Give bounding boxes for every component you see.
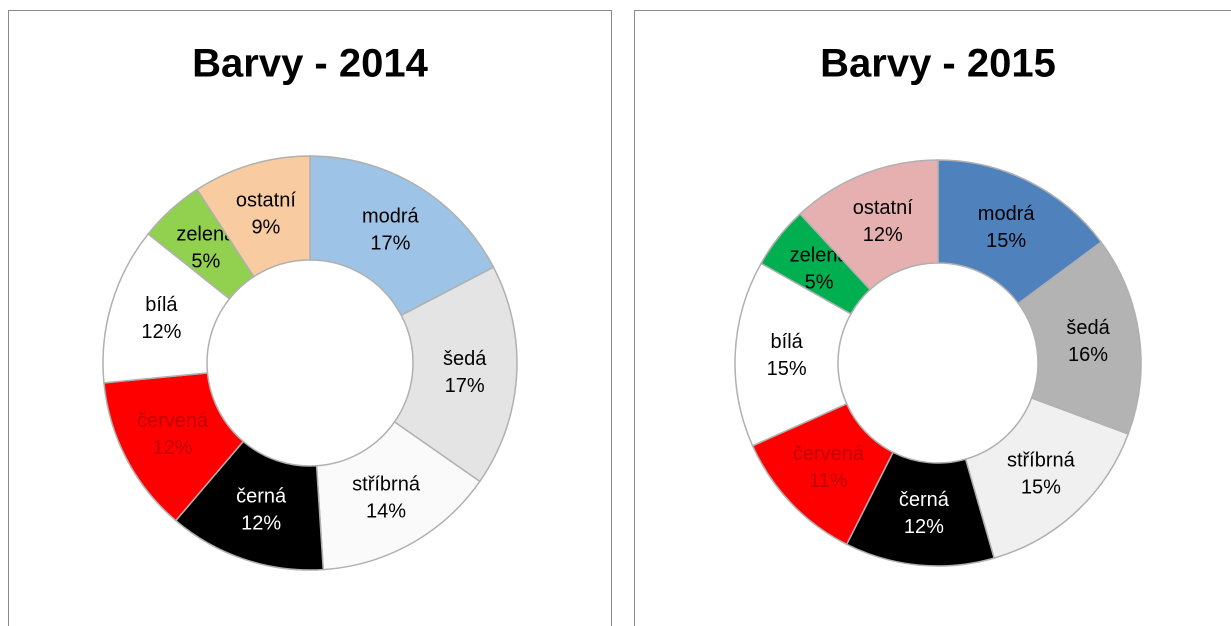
slice-value-label: 16% — [1068, 344, 1108, 366]
slice-category-label: červená — [793, 443, 865, 465]
slice-value-label: 5% — [805, 271, 834, 293]
slice-value-label: 9% — [251, 217, 280, 239]
donut-slice — [393, 266, 518, 483]
slice-value-label: 15% — [986, 230, 1026, 252]
slice-category-label: ostatní — [236, 190, 296, 212]
slice-value-label: 17% — [445, 375, 485, 397]
slice-category-label: černá — [899, 489, 950, 511]
slice-category-label: šedá — [443, 348, 487, 370]
donut-slice — [1017, 241, 1142, 436]
slice-value-label: 12% — [863, 224, 903, 246]
donut-slice — [309, 155, 495, 317]
slice-value-label: 15% — [767, 358, 807, 380]
slice-value-label: 14% — [366, 500, 406, 522]
slice-category-label: ostatní — [853, 197, 913, 219]
slice-value-label: 12% — [241, 512, 281, 534]
slice-category-label: červená — [137, 410, 209, 432]
slice-category-label: modrá — [978, 203, 1036, 225]
slice-category-label: stříbrná — [352, 473, 421, 495]
slice-category-label: šedá — [1066, 317, 1110, 339]
donut-slice — [799, 159, 939, 291]
slice-value-label: 11% — [809, 470, 848, 492]
slice-category-label: zelená — [176, 224, 236, 246]
donut-slice — [196, 155, 311, 278]
slice-value-label: 5% — [191, 251, 220, 273]
slice-category-label: bílá — [771, 331, 804, 353]
slice-category-label: černá — [236, 485, 287, 507]
slice-value-label: 17% — [370, 233, 410, 255]
chart-title: Barvy - 2015 — [820, 42, 1056, 86]
chart-title: Barvy - 2014 — [192, 42, 428, 86]
slice-value-label: 15% — [1021, 476, 1061, 498]
slice-category-label: modrá — [362, 206, 420, 228]
slice-value-label: 12% — [904, 516, 944, 538]
slice-category-label: bílá — [145, 294, 178, 316]
donut-slice — [315, 420, 481, 571]
slice-value-label: 12% — [153, 437, 193, 459]
slice-category-label: stříbrná — [1007, 449, 1076, 471]
slice-value-label: 12% — [141, 321, 181, 343]
